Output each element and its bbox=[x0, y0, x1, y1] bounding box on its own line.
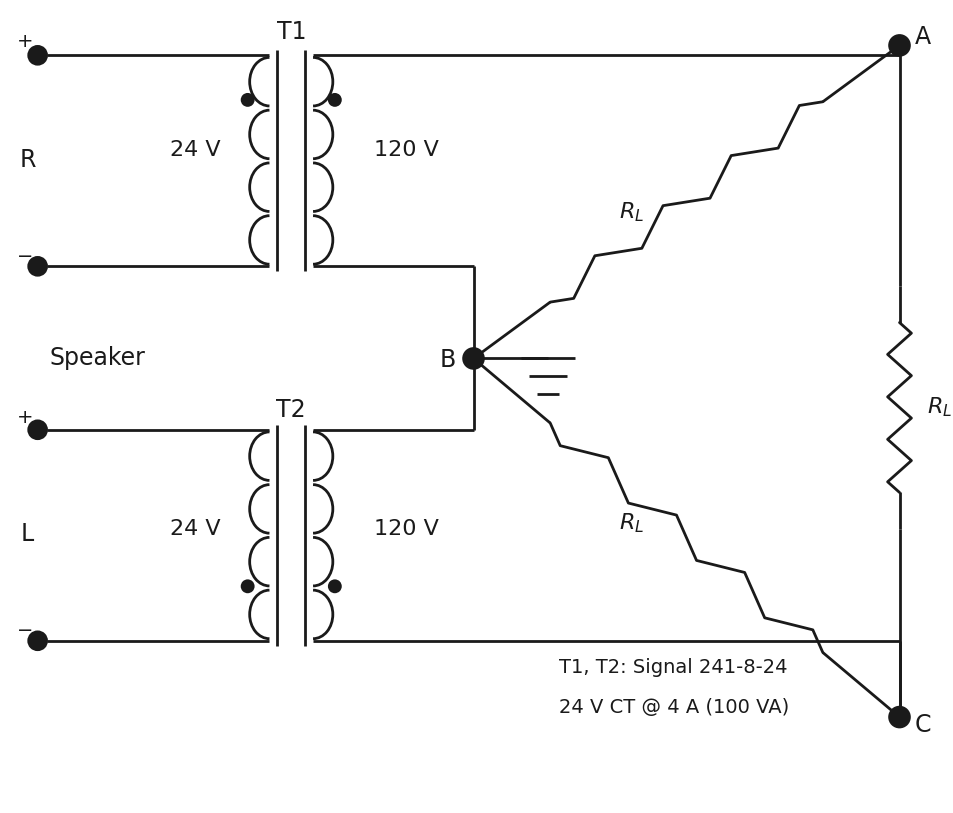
Text: T1: T1 bbox=[276, 20, 306, 44]
Circle shape bbox=[240, 93, 254, 107]
Text: +: + bbox=[16, 32, 33, 51]
Text: C: C bbox=[913, 713, 930, 737]
Circle shape bbox=[328, 93, 341, 107]
Circle shape bbox=[29, 632, 47, 650]
Text: T2: T2 bbox=[276, 398, 306, 422]
Text: T1, T2: Signal 241-8-24: T1, T2: Signal 241-8-24 bbox=[558, 658, 787, 677]
Circle shape bbox=[463, 349, 483, 368]
Text: +: + bbox=[16, 408, 33, 428]
Text: −: − bbox=[16, 621, 33, 641]
Text: 120 V: 120 V bbox=[374, 141, 438, 160]
Circle shape bbox=[29, 46, 47, 64]
Text: 24 V CT @ 4 A (100 VA): 24 V CT @ 4 A (100 VA) bbox=[558, 698, 788, 717]
Circle shape bbox=[889, 707, 908, 727]
Circle shape bbox=[29, 421, 47, 439]
Text: $R_L$: $R_L$ bbox=[618, 511, 644, 535]
Text: 24 V: 24 V bbox=[170, 519, 220, 539]
Text: 24 V: 24 V bbox=[170, 141, 220, 160]
Text: −: − bbox=[16, 247, 33, 266]
Circle shape bbox=[240, 580, 254, 593]
Text: 120 V: 120 V bbox=[374, 519, 438, 539]
Text: L: L bbox=[21, 522, 34, 546]
Text: R: R bbox=[19, 148, 36, 172]
Circle shape bbox=[889, 36, 908, 55]
Text: $R_L$: $R_L$ bbox=[926, 395, 951, 419]
Text: B: B bbox=[439, 349, 456, 372]
Circle shape bbox=[328, 580, 341, 593]
Text: A: A bbox=[913, 25, 929, 50]
Text: Speaker: Speaker bbox=[50, 346, 145, 371]
Circle shape bbox=[29, 258, 47, 276]
Text: $R_L$: $R_L$ bbox=[618, 200, 644, 224]
